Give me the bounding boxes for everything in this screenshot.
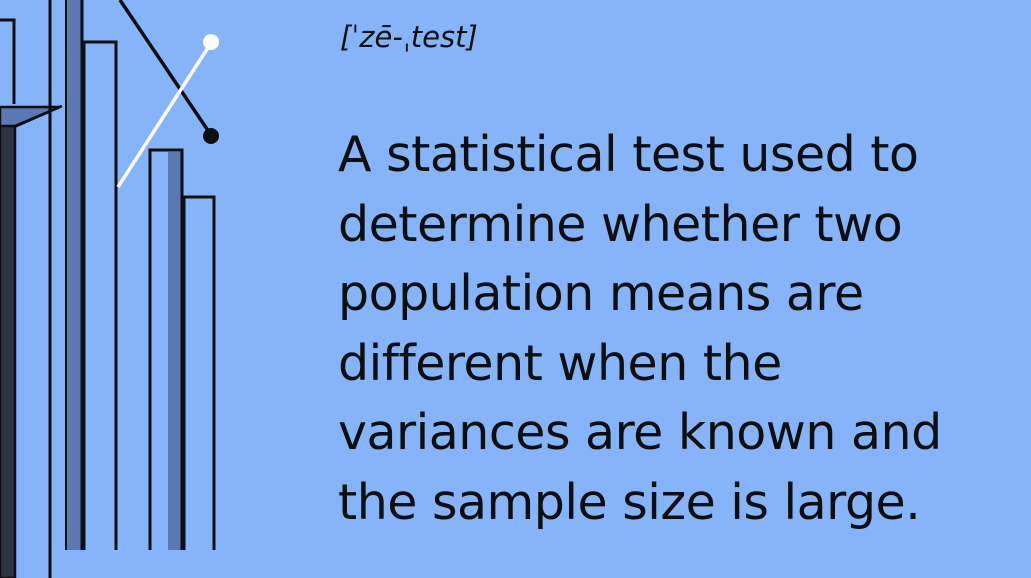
bar-shortest <box>182 195 216 550</box>
bar-chart-illustration <box>0 0 219 578</box>
bar-medium <box>82 40 118 550</box>
black-trend-line <box>118 0 219 144</box>
definition-text: A statistical test used to determine whe… <box>338 126 942 531</box>
bar-short <box>148 148 184 550</box>
bar-left-edge <box>0 18 16 104</box>
bar-tall <box>48 0 84 578</box>
white-trend-line <box>116 34 219 188</box>
bar-dark-block <box>0 104 63 578</box>
pronunciation: [ˈzē-ˌtest] <box>340 20 478 54</box>
